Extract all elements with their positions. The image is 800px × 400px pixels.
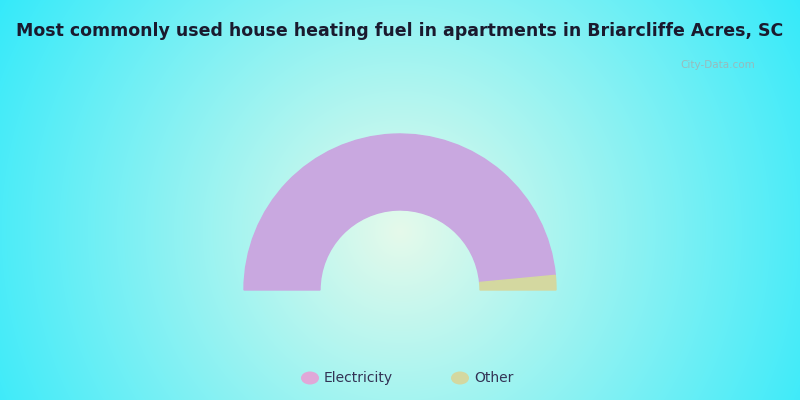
Text: Most commonly used house heating fuel in apartments in Briarcliffe Acres, SC: Most commonly used house heating fuel in… [16, 22, 784, 40]
Text: Other: Other [474, 371, 514, 385]
Ellipse shape [451, 372, 469, 384]
Text: City-Data.com: City-Data.com [680, 60, 755, 70]
Wedge shape [480, 275, 556, 290]
Text: Electricity: Electricity [324, 371, 393, 385]
Ellipse shape [301, 372, 319, 384]
Wedge shape [244, 134, 555, 290]
